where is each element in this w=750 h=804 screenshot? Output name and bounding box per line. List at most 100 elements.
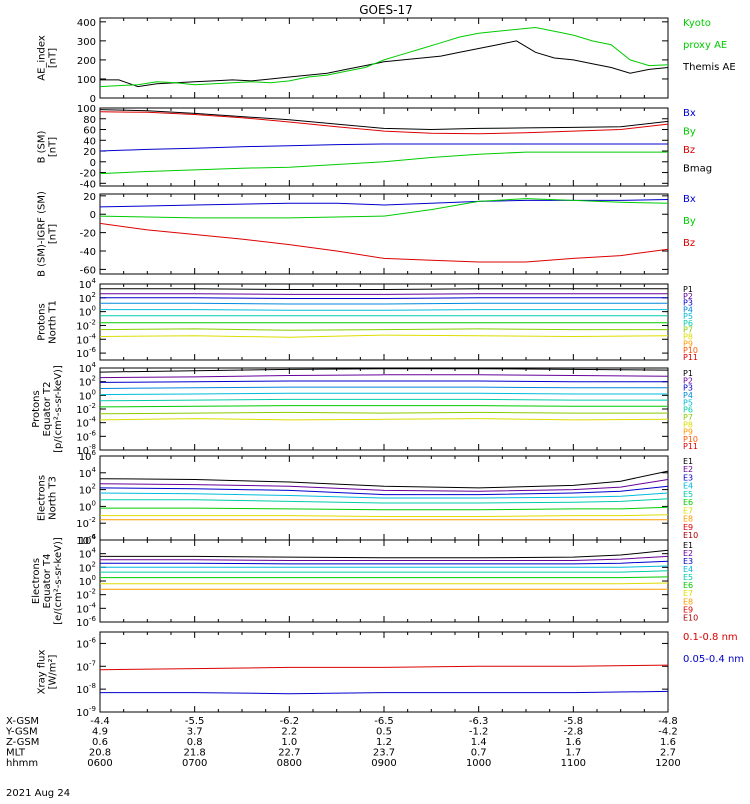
series-line-bigrf	[99, 222, 669, 263]
y-tick-label-bigrf: 0	[90, 210, 96, 221]
y-tick-label-e_north: 102	[79, 483, 96, 497]
y-tick-label-p_equator: 104	[79, 361, 97, 375]
legend-entry-ae: proxy AE	[683, 40, 727, 51]
ephemeris-value: -1.2	[469, 727, 489, 738]
y-axis-label-xray: Xray flux	[37, 650, 48, 695]
ephemeris-row-label: MLT	[6, 748, 26, 759]
ephemeris-value: 0.5	[376, 727, 392, 738]
y-tick-label-e_equator: 10-4	[76, 601, 96, 615]
series-line-p_north	[100, 297, 668, 299]
ephemeris-value: -6.2	[280, 716, 300, 727]
legend-entry-ae: Themis AE	[682, 62, 736, 73]
y-tick-label-p_equator: 100	[79, 388, 96, 402]
legend-entry-p_equator: P11	[683, 442, 698, 451]
series-line-p_north	[100, 302, 668, 305]
y-axis-label-ae: [nT]	[48, 48, 59, 68]
series-line-bsm	[99, 143, 668, 152]
legend-entry-e_north: E6	[683, 498, 693, 507]
legend-entry-bsm: Bx	[683, 108, 696, 119]
legend-entry-p_equator: P8	[683, 420, 693, 429]
y-tick-label-ae: 0	[90, 94, 96, 105]
ephemeris-value: 4.9	[92, 727, 108, 738]
ephemeris-row-label: hhmm	[6, 758, 38, 769]
y-axis-label-bsm: [nT]	[48, 137, 59, 157]
y-tick-label-bigrf: -20	[80, 229, 96, 240]
series-line-xray	[99, 664, 669, 671]
series-line-p_equator	[99, 418, 669, 421]
series-line-p_equator	[99, 392, 668, 396]
y-tick-label-bsm: -40	[80, 179, 96, 190]
legend-entry-bsm: By	[683, 127, 696, 138]
series-line-e_equator	[100, 570, 669, 573]
panel-frame-p_north	[99, 283, 669, 361]
plot-title: GOES-17	[359, 3, 413, 17]
legend-entry-e_equator: E7	[683, 589, 693, 598]
ephemeris-value: 1.7	[565, 748, 581, 759]
y-axis-label-p_north: North T1	[48, 300, 59, 344]
ephemeris-value: -6.3	[469, 716, 489, 727]
series-line-bsm	[99, 109, 669, 131]
series-line-e_equator	[100, 555, 669, 561]
ephemeris-value: 0.6	[92, 737, 108, 748]
series-line-ae	[100, 40, 669, 88]
ephemeris-value: 0600	[87, 758, 112, 769]
legend-entry-p_north: P1	[683, 285, 693, 294]
ephemeris-value: 1.6	[565, 737, 581, 748]
ephemeris-value: 0700	[182, 758, 207, 769]
panel-frame-xray	[99, 631, 669, 713]
y-axis-label-bigrf: B (SM)-IGRF (SM)	[37, 191, 48, 277]
y-tick-label-e_equator: 10-6	[76, 615, 96, 629]
series-line-e_north	[100, 514, 669, 517]
y-axis-label-bsm: B (SM)	[37, 130, 48, 163]
legend-entry-p_north: P7	[683, 326, 693, 335]
ephemeris-row-label: Z-GSM	[6, 737, 39, 748]
legend-entry-p_north: P2	[683, 292, 693, 301]
y-tick-label-e_equator: 10-2	[76, 588, 96, 602]
series-line-bsm	[99, 151, 668, 175]
y-tick-label-e_equator: 102	[79, 560, 96, 574]
series-line-bigrf	[99, 198, 669, 219]
ephemeris-value: 1.4	[471, 737, 487, 748]
legend-entry-p_equator: P7	[683, 413, 693, 422]
y-tick-label-e_equator: 104	[79, 547, 97, 561]
y-tick-label-bigrf: 20	[83, 192, 96, 203]
series-line-e_equator	[100, 549, 669, 559]
legend-entry-p_north: P11	[683, 353, 698, 362]
legend-entry-p_north: P10	[683, 346, 698, 355]
series-line-e_equator	[100, 565, 669, 568]
ephemeris-value: 1.6	[660, 737, 676, 748]
legend-entry-e_equator: E2	[683, 549, 693, 558]
ephemeris-value: 3.7	[187, 727, 203, 738]
y-tick-label-p_north: 102	[79, 291, 96, 305]
panel-frame-p_equator	[99, 367, 669, 451]
y-tick-label-ae: 300	[77, 37, 96, 48]
legend-entry-e_north: E7	[683, 506, 693, 515]
y-tick-label-bsm: 40	[83, 136, 96, 147]
series-line-p_north	[99, 334, 669, 338]
legend-entry-xray: 0.05-0.4 nm	[683, 654, 744, 665]
series-line-p_equator	[99, 368, 669, 373]
series-line-p_equator	[99, 398, 668, 402]
y-tick-label-ae: 200	[77, 56, 96, 67]
ephemeris-row-label: X-GSM	[6, 716, 39, 727]
legend-entry-e_north: E4	[683, 482, 693, 491]
series-line-e_equator	[100, 582, 669, 585]
y-tick-label-bsm: 60	[83, 126, 96, 137]
legend-entry-e_north: E5	[683, 490, 693, 499]
y-tick-label-bsm: 20	[83, 147, 96, 158]
ephemeris-value: -5.5	[185, 716, 205, 727]
legend-entry-p_equator: P1	[683, 369, 693, 378]
ephemeris-value: 1100	[561, 758, 586, 769]
y-axis-label-e_equator: [e/(cm²-s-sr-keV)]	[53, 537, 64, 625]
series-line-e_north	[100, 498, 669, 504]
y-tick-label-p_north: 10-6	[76, 346, 96, 360]
ephemeris-value: -4.8	[658, 716, 678, 727]
y-tick-label-p_equator: 102	[79, 375, 96, 389]
y-tick-label-bsm: 80	[83, 115, 96, 126]
y-axis-label-e_north: North T3	[48, 476, 59, 520]
ephemeris-value: 2.7	[660, 748, 676, 759]
series-line-e_north	[99, 492, 669, 499]
legend-entry-bigrf: Bz	[683, 238, 695, 249]
legend-entry-e_north: E2	[683, 465, 693, 474]
